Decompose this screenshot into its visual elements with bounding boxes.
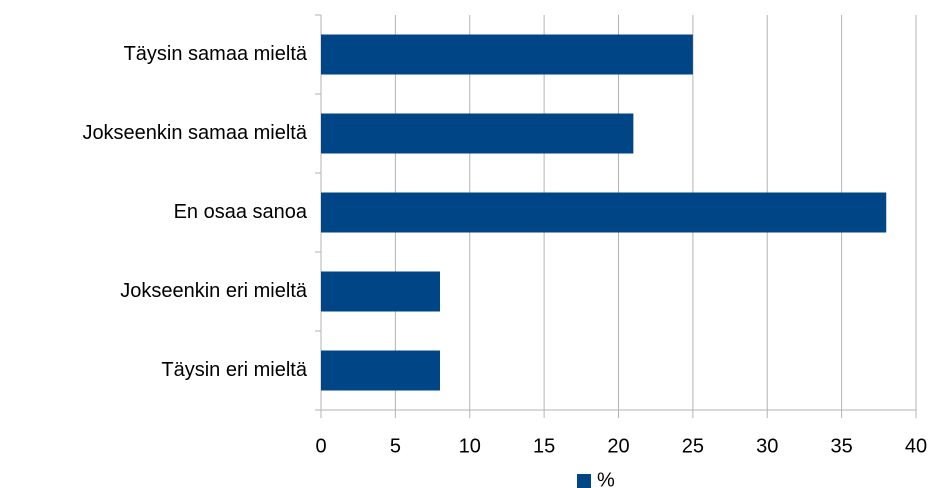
x-tick-label: 5 — [390, 435, 401, 457]
y-tick-label: Täysin eri mieltä — [161, 359, 307, 381]
y-tick-label: En osaa sanoa — [174, 201, 308, 223]
bar — [321, 350, 440, 391]
x-tick-label: 0 — [315, 435, 326, 457]
x-tick-label: 35 — [831, 435, 853, 457]
bar — [321, 34, 693, 75]
legend-label: % — [597, 469, 615, 488]
legend-swatch — [577, 474, 591, 488]
y-tick-label: Jokseenkin samaa mieltä — [82, 122, 307, 144]
x-tick-label: 15 — [533, 435, 555, 457]
x-tick-label: 40 — [905, 435, 927, 457]
bar — [321, 271, 440, 312]
bar — [321, 113, 634, 154]
y-tick-label: Jokseenkin eri mieltä — [120, 280, 308, 302]
y-tick-label: Täysin samaa mieltä — [124, 43, 308, 65]
x-tick-label: 30 — [756, 435, 778, 457]
x-tick-label: 25 — [682, 435, 704, 457]
bar — [321, 192, 887, 233]
x-tick-label: 20 — [607, 435, 629, 457]
x-tick-label: 10 — [459, 435, 481, 457]
